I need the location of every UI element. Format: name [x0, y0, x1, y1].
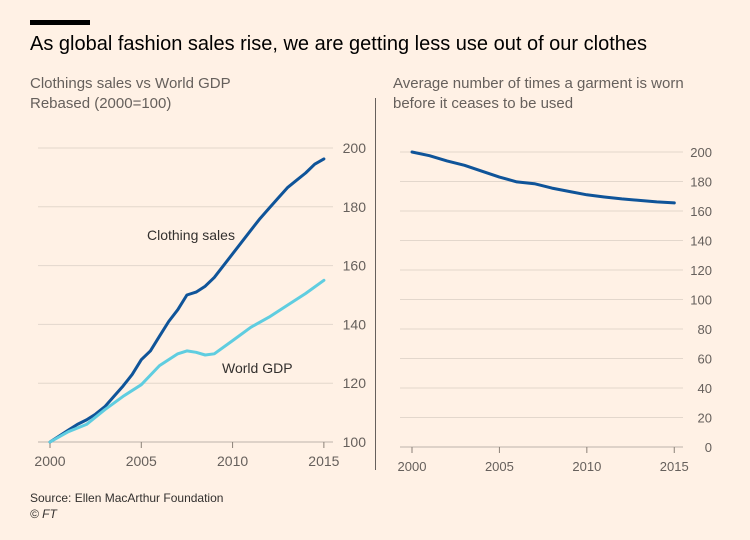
y-tick-label: 100 [690, 293, 712, 308]
y-tick-label: 40 [698, 381, 712, 396]
x-tick-label: 2010 [217, 453, 248, 469]
world-gdp-label: World GDP [222, 360, 293, 376]
top-rule [30, 20, 90, 25]
left-chart-title: Clothings sales vs World GDP Rebased (20… [30, 74, 231, 114]
page-title: As global fashion sales rise, we are get… [30, 33, 648, 55]
world-gdp-line [48, 278, 326, 444]
y-tick-label: 200 [343, 140, 367, 156]
copyright: © FT [30, 507, 57, 521]
x-tick-label: 2010 [572, 459, 601, 474]
right-chart-title-line-1: Average number of times a garment is wor… [393, 75, 684, 92]
clothing-sales-line [48, 157, 326, 444]
x-tick-label: 2015 [660, 459, 689, 474]
source-note: Source: Ellen MacArthur Foundation [30, 491, 224, 505]
y-tick-label: 200 [690, 145, 712, 160]
y-tick-label: 160 [690, 204, 712, 219]
y-tick-label: 60 [698, 352, 712, 367]
y-tick-label: 120 [690, 263, 712, 278]
x-tick-label: 2000 [34, 453, 65, 469]
x-tick-label: 2000 [398, 459, 427, 474]
series-1-line [410, 150, 676, 205]
y-tick-label: 180 [343, 199, 367, 215]
y-tick-label: 20 [698, 411, 712, 426]
x-tick-label: 2005 [485, 459, 514, 474]
right-chart-title: Average number of times a garment is wor… [393, 74, 684, 114]
y-tick-label: 180 [690, 175, 712, 190]
right-chart: 0 20 40 60 80 100 120 140 160 180 200 2000 2005 2010 2… [398, 145, 712, 474]
panel-divider [375, 98, 376, 470]
x-tick-label: 2005 [126, 453, 157, 469]
right-chart-title-line-2: before it ceases to be used [393, 95, 574, 112]
y-tick-label: 120 [343, 375, 367, 391]
y-tick-label: 140 [343, 316, 367, 332]
left-chart-title-line-2: Rebased (2000=100) [30, 95, 172, 112]
y-tick-label: 0 [705, 440, 712, 455]
y-tick-label: 160 [343, 258, 367, 274]
x-tick-label: 2015 [308, 453, 339, 469]
left-chart-title-line-1: Clothings sales vs World GDP [30, 75, 231, 92]
y-tick-label: 80 [698, 322, 712, 337]
left-chart: 100 120 140 160 180 200 2000 2005 2010 2015 Clothi… [34, 140, 367, 469]
y-tick-label: 100 [343, 434, 367, 450]
clothing-sales-label: Clothing sales [147, 227, 235, 243]
y-tick-label: 140 [690, 234, 712, 249]
